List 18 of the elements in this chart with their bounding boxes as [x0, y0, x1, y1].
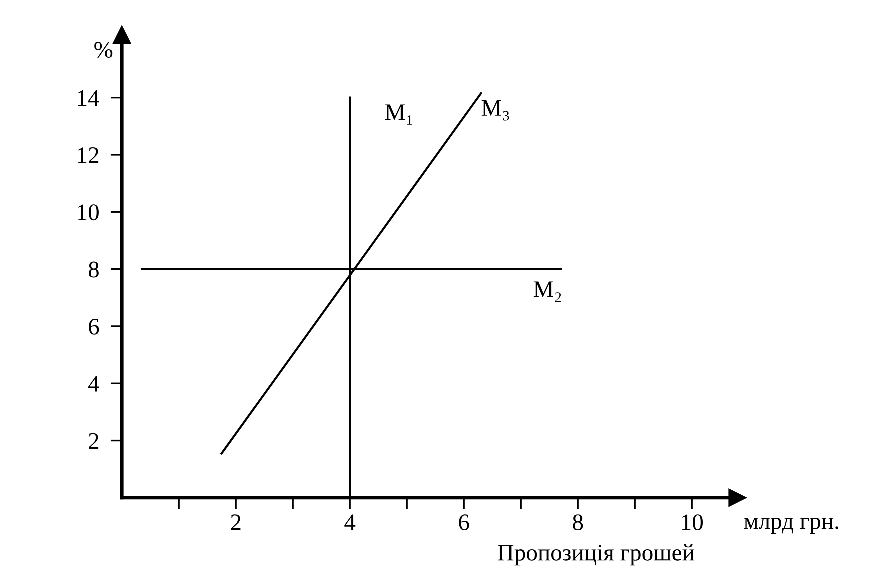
- text: млрд грн.: [744, 518, 838, 534]
- series-label: M₃: [482, 100, 510, 121]
- x-tick-label: 6: [459, 514, 470, 531]
- x-axis-title: Пропозиція грошей: [498, 544, 694, 566]
- y-tick-label: 14: [78, 90, 100, 106]
- y-tick-label: 2: [89, 433, 99, 449]
- x-tick-label: 10: [682, 514, 704, 531]
- x-tick-label: 4: [344, 514, 356, 530]
- x-tick-label: 8: [573, 514, 584, 531]
- x-tick-label: 2: [231, 514, 241, 530]
- y-tick-label: 12: [78, 148, 99, 164]
- y-axis-title: %: [94, 42, 113, 58]
- y-tick-label: 8: [88, 262, 99, 278]
- series-label: M₁: [385, 104, 412, 125]
- y-tick-label: 6: [89, 319, 100, 335]
- y-tick-label: 10: [78, 204, 99, 221]
- series-label: M₂: [534, 282, 562, 302]
- y-tick-label: 4: [88, 376, 100, 392]
